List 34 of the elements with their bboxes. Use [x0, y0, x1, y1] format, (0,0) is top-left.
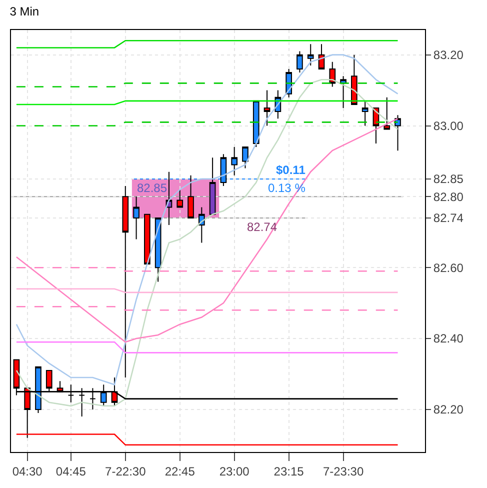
y-tick-label: 82.74 — [433, 211, 464, 226]
candlestick — [209, 157, 216, 215]
y-tick-label: 83.00 — [433, 118, 464, 133]
x-tick-label: 23:00 — [219, 464, 250, 478]
y-tick-label: 82.85 — [433, 172, 464, 186]
candlestick — [384, 96, 390, 130]
candlestick — [340, 76, 346, 109]
x-tick-label: 7-22:30 — [105, 464, 146, 478]
candlestick — [362, 100, 368, 126]
x-tick-label: 04:30 — [12, 464, 43, 478]
candlestick — [144, 214, 150, 265]
candlestick — [188, 174, 194, 218]
candlestick — [133, 196, 140, 240]
annotation: $0.11 — [276, 163, 306, 177]
y-tick-label: 82.80 — [433, 190, 464, 204]
x-tick-label: 04:45 — [56, 464, 86, 478]
candlestick — [231, 146, 238, 176]
y-tick-label: 83.20 — [433, 48, 464, 62]
x-tick-label: 22:45 — [164, 464, 196, 478]
candlestick — [296, 50, 303, 74]
x-tick-label: 23:15 — [274, 464, 304, 478]
candlestick — [351, 54, 358, 105]
x-tick-label: 7-23:30 — [322, 464, 364, 478]
candlestick — [242, 146, 248, 169]
y-tick-label: 82.40 — [433, 332, 464, 346]
candlestick — [176, 189, 184, 208]
candlestick — [307, 44, 314, 66]
chart-title: 3 Min — [10, 4, 40, 19]
y-tick-label: 82.20 — [433, 402, 464, 417]
y-tick-label: 82.60 — [433, 260, 464, 275]
candlestick — [264, 90, 270, 126]
line-series — [16, 118, 398, 343]
band-label: 82.85 — [137, 181, 168, 195]
candlestick — [154, 217, 162, 282]
